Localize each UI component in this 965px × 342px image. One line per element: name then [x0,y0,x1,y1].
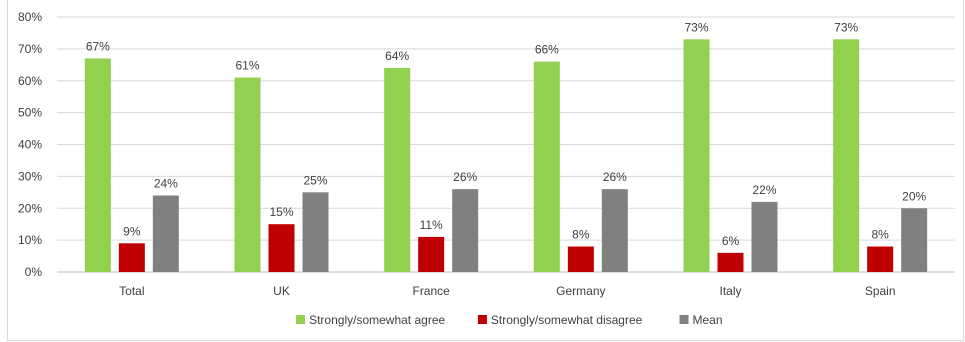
x-tick-label: Total [119,284,144,298]
data-label: 11% [420,218,443,232]
x-tick-label: UK [273,284,290,298]
bar [84,58,111,272]
bar [452,189,479,272]
data-label: 6% [722,234,740,248]
bar [533,61,560,272]
data-label: 25% [303,173,327,187]
data-label: 9% [123,224,141,238]
legend-label: Strongly/somewhat agree [309,313,445,327]
data-label: 26% [453,170,477,184]
data-label: 66% [535,43,559,57]
y-tick-label: 30% [18,169,42,183]
bar [567,246,594,272]
bar [418,236,445,272]
data-label: 67% [86,39,110,53]
y-tick-label: 70% [18,42,42,56]
bar [683,39,710,272]
data-label: 8% [871,228,889,242]
bar [751,201,778,272]
bar [152,195,179,272]
data-label: 64% [385,49,409,63]
bar [302,192,329,272]
data-label: 73% [684,20,708,34]
y-tick-label: 80% [18,10,42,24]
y-tick-label: 10% [18,233,42,247]
bar [384,68,411,272]
bar [717,252,744,272]
y-tick-label: 20% [18,201,42,215]
bar [601,189,628,272]
bar [901,208,928,272]
x-tick-label: France [412,284,450,298]
y-tick-label: 60% [18,74,42,88]
y-tick-label: 0% [25,265,43,279]
y-tick-label: 40% [18,138,42,152]
bar [234,77,261,272]
data-label: 73% [834,20,858,34]
legend-swatch [679,315,689,324]
bar [268,224,295,272]
data-label: 20% [902,189,926,203]
data-label: 22% [752,183,776,197]
x-tick-label: Spain [865,284,896,298]
x-tick-label: Italy [719,284,741,298]
legend-label: Strongly/somewhat disagree [491,313,643,327]
data-label: 26% [603,170,627,184]
chart-frame [7,0,964,341]
data-label: 61% [235,59,259,73]
legend-label: Mean [693,313,723,327]
legend-swatch [477,315,487,324]
data-label: 8% [572,228,590,242]
bar [118,243,145,272]
x-tick-label: Germany [556,284,605,298]
y-tick-label: 50% [18,106,42,120]
legend-swatch [296,315,306,324]
data-label: 24% [154,177,178,191]
data-label: 15% [269,205,293,219]
bar [833,39,860,272]
bar [867,246,894,272]
